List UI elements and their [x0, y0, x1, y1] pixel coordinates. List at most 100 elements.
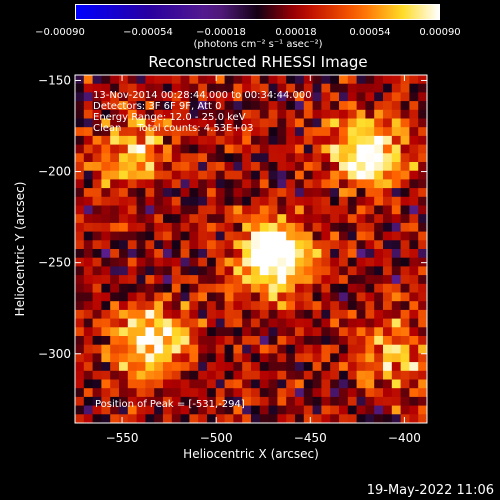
heatmap-cell: [180, 144, 190, 154]
heatmap-cell: [251, 214, 261, 224]
heatmap-cell: [198, 405, 208, 415]
heatmap-cell: [171, 266, 181, 276]
heatmap-cell: [339, 144, 349, 154]
heatmap-cell: [75, 318, 85, 328]
heatmap-cell: [418, 388, 428, 398]
heatmap-cell: [259, 222, 269, 232]
heatmap-cell: [259, 75, 269, 85]
heatmap-cell: [154, 336, 164, 346]
heatmap-cell: [189, 318, 199, 328]
heatmap-cell: [365, 301, 375, 311]
heatmap-cell: [321, 144, 331, 154]
heatmap-cell: [268, 353, 278, 363]
heatmap-cell: [391, 353, 401, 363]
heatmap-cell: [92, 249, 102, 259]
heatmap-cell: [383, 162, 393, 172]
heatmap-cell: [233, 170, 243, 180]
heatmap-cell: [259, 266, 269, 276]
heatmap-cell: [136, 188, 146, 198]
heatmap-cell: [321, 414, 331, 424]
heatmap-cell: [356, 127, 366, 137]
heatmap-cell: [251, 92, 261, 102]
heatmap-cell: [163, 75, 173, 85]
heatmap-cell: [295, 127, 305, 137]
heatmap-cell: [295, 336, 305, 346]
heatmap-cell: [295, 170, 305, 180]
heatmap-cell: [339, 231, 349, 241]
heatmap-cell: [268, 275, 278, 285]
heatmap-cell: [189, 127, 199, 137]
heatmap-cell: [409, 362, 419, 372]
heatmap-cell: [356, 118, 366, 128]
heatmap-cell: [303, 309, 313, 319]
heatmap-cell: [189, 388, 199, 398]
heatmap-cell: [83, 414, 93, 424]
heatmap-cell: [242, 153, 252, 163]
heatmap-cell: [224, 83, 234, 93]
heatmap-cell: [356, 75, 366, 85]
heatmap-cell: [383, 379, 393, 389]
heatmap-cell: [383, 353, 393, 363]
heatmap-cell: [198, 266, 208, 276]
heatmap-cell: [224, 127, 234, 137]
heatmap-cell: [92, 370, 102, 380]
heatmap-cell: [233, 118, 243, 128]
heatmap-cell: [339, 188, 349, 198]
heatmap-cell: [101, 309, 111, 319]
heatmap-cell: [356, 222, 366, 232]
heatmap-cell: [189, 179, 199, 189]
heatmap-cell: [303, 396, 313, 406]
heatmap-cell: [295, 135, 305, 145]
heatmap-cell: [339, 318, 349, 328]
heatmap-cell: [347, 275, 357, 285]
heatmap-cell: [303, 170, 313, 180]
heatmap-cell: [180, 388, 190, 398]
heatmap-cell: [119, 336, 129, 346]
heatmap-cell: [418, 170, 428, 180]
heatmap-cell: [224, 336, 234, 346]
heatmap-cell: [330, 144, 340, 154]
heatmap-cell: [189, 231, 199, 241]
heatmap-cell: [400, 405, 410, 415]
heatmap-cell: [312, 249, 322, 259]
heatmap-cell: [277, 205, 287, 215]
heatmap-cell: [268, 196, 278, 206]
heatmap-cell: [92, 75, 102, 85]
heatmap-cell: [83, 205, 93, 215]
heatmap-cell: [259, 144, 269, 154]
heatmap-cell: [171, 118, 181, 128]
heatmap-cell: [163, 362, 173, 372]
heatmap-cell: [136, 362, 146, 372]
heatmap-cell: [154, 179, 164, 189]
heatmap-cell: [242, 170, 252, 180]
heatmap-cell: [83, 301, 93, 311]
heatmap-cell: [163, 170, 173, 180]
heatmap-cell: [365, 353, 375, 363]
heatmap-cell: [242, 318, 252, 328]
heatmap-cell: [233, 188, 243, 198]
heatmap-cell: [321, 405, 331, 415]
heatmap-cell: [145, 101, 155, 111]
heatmap-cell: [391, 222, 401, 232]
heatmap-cell: [391, 301, 401, 311]
heatmap-cell: [356, 231, 366, 241]
heatmap-cell: [145, 362, 155, 372]
heatmap-cell: [101, 144, 111, 154]
heatmap-cell: [180, 101, 190, 111]
heatmap-cell: [312, 353, 322, 363]
heatmap-cell: [303, 388, 313, 398]
heatmap-cell: [92, 266, 102, 276]
heatmap-cell: [198, 344, 208, 354]
heatmap-cell: [277, 75, 287, 85]
heatmap-cell: [198, 292, 208, 302]
heatmap-cell: [347, 353, 357, 363]
heatmap-cell: [233, 379, 243, 389]
heatmap-cell: [189, 301, 199, 311]
heatmap-cell: [303, 83, 313, 93]
heatmap-cell: [92, 127, 102, 137]
heatmap-cell: [233, 362, 243, 372]
heatmap-cell: [365, 327, 375, 337]
colorbar-unit-label: (photons cm⁻² s⁻¹ asec⁻²): [193, 39, 323, 50]
heatmap-cell: [321, 135, 331, 145]
heatmap-cell: [127, 196, 137, 206]
